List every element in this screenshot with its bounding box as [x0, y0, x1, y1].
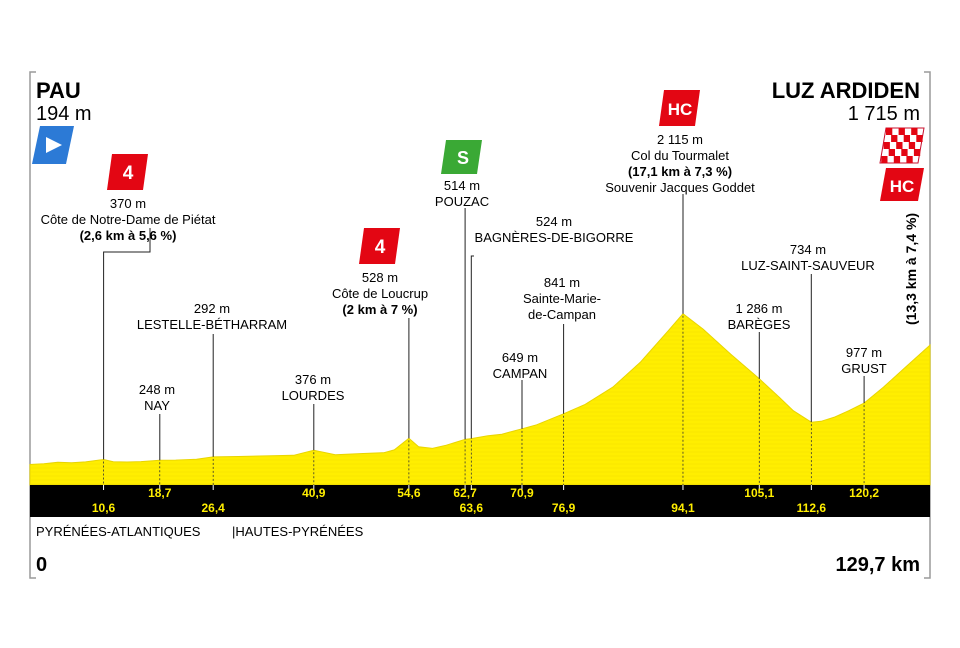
- waypoint-name: NAY: [144, 398, 170, 413]
- km-tick-label: 70,9: [510, 486, 534, 500]
- waypoint-altitude: 841 m: [544, 275, 580, 290]
- distance-end: 129,7 km: [835, 554, 920, 576]
- category-badge: 4: [107, 154, 148, 190]
- waypoint-altitude: 528 m: [362, 270, 398, 285]
- finish-altitude: 1 715 m: [848, 103, 920, 125]
- waypoint-name: CAMPAN: [493, 366, 548, 381]
- waypoint-altitude: 977 m: [846, 345, 882, 360]
- start-name: PAU: [36, 78, 81, 103]
- sprint-label: S: [457, 148, 469, 168]
- start-flag-icon: [32, 126, 74, 164]
- waypoint-name: LESTELLE-BÉTHARRAM: [137, 317, 287, 332]
- km-tick-label: 18,7: [148, 486, 172, 500]
- category-label: 4: [123, 163, 134, 184]
- waypoint-altitude: 292 m: [194, 301, 230, 316]
- waypoint-altitude: 2 115 m: [657, 132, 703, 147]
- waypoint-name: BAGNÈRES-DE-BIGORRE: [475, 230, 634, 245]
- finish-hc-badge: HC: [880, 168, 924, 201]
- finish-name: LUZ ARDIDEN: [772, 78, 920, 103]
- distance-start: 0: [36, 554, 47, 576]
- km-tick-label: 120,2: [849, 486, 879, 500]
- category-label: HC: [668, 100, 693, 119]
- checkered-flag-icon: [879, 127, 925, 164]
- km-tick-label: 62,7: [453, 486, 477, 500]
- km-tick-label: 94,1: [671, 501, 695, 515]
- finish-climb-info: (13,3 km à 7,4 %): [903, 213, 919, 325]
- leader-line: [103, 228, 151, 460]
- km-tick-label: 26,4: [202, 501, 226, 515]
- finish-category-label: HC: [890, 177, 915, 196]
- department-right: |HAUTES-PYRÉNÉES: [232, 524, 364, 539]
- waypoint-name: LUZ-SAINT-SAUVEUR: [741, 258, 875, 273]
- waypoint-altitude: 649 m: [502, 350, 538, 365]
- km-tick-label: 63,6: [460, 501, 484, 515]
- sprint-icon: S: [441, 140, 482, 174]
- km-tick-label: 76,9: [552, 501, 576, 515]
- category-badge: 4: [359, 228, 400, 264]
- waypoint-altitude: 524 m: [536, 214, 572, 229]
- km-tick-label: 54,6: [397, 486, 421, 500]
- waypoint-altitude: 370 m: [110, 196, 146, 211]
- start-altitude: 194 m: [36, 103, 92, 125]
- waypoint-climb-info: (2,6 km à 5,6 %): [80, 228, 177, 243]
- waypoint-altitude: 248 m: [139, 382, 175, 397]
- waypoint-name: Côte de Notre-Dame de Piétat: [41, 212, 216, 227]
- km-tick-label: 40,9: [302, 486, 326, 500]
- waypoint-altitude: 734 m: [790, 242, 826, 257]
- waypoint-climb-info: (2 km à 7 %): [342, 302, 417, 317]
- waypoint-altitude: 1 286 m: [736, 301, 783, 316]
- waypoint-altitude: 376 m: [295, 372, 331, 387]
- profile-area: [29, 313, 931, 486]
- km-tick-label: 10,6: [92, 501, 116, 515]
- category-label: 4: [375, 237, 386, 258]
- frame-right: [924, 71, 931, 579]
- leader-line: [470, 255, 474, 439]
- waypoint-name: Col du Tourmalet: [631, 148, 729, 163]
- waypoint-name: LOURDES: [282, 388, 345, 403]
- waypoint-note: Souvenir Jacques Goddet: [605, 180, 755, 195]
- waypoint-altitude: 514 m: [444, 178, 480, 193]
- frame-left: [29, 71, 36, 579]
- category-badge: HC: [659, 90, 700, 126]
- distance-band: [30, 485, 930, 517]
- waypoint-climb-info: (17,1 km à 7,3 %): [628, 164, 732, 179]
- waypoint-name: POUZAC: [435, 194, 489, 209]
- waypoint-name: de-Campan: [528, 307, 596, 322]
- department-left: PYRÉNÉES-ATLANTIQUES: [36, 524, 201, 539]
- km-tick-label: 112,6: [797, 501, 827, 515]
- waypoint-name: Côte de Loucrup: [332, 286, 428, 301]
- waypoint-name: Sainte-Marie-: [523, 291, 601, 306]
- km-ticks: 10,6 18,7 26,4 40,9 54,6 62,763,6 70,9 76,9 94,1…: [92, 485, 879, 515]
- waypoint-name: BARÈGES: [728, 317, 791, 332]
- km-tick-label: 105,1: [744, 486, 774, 500]
- waypoint-name: GRUST: [841, 361, 887, 376]
